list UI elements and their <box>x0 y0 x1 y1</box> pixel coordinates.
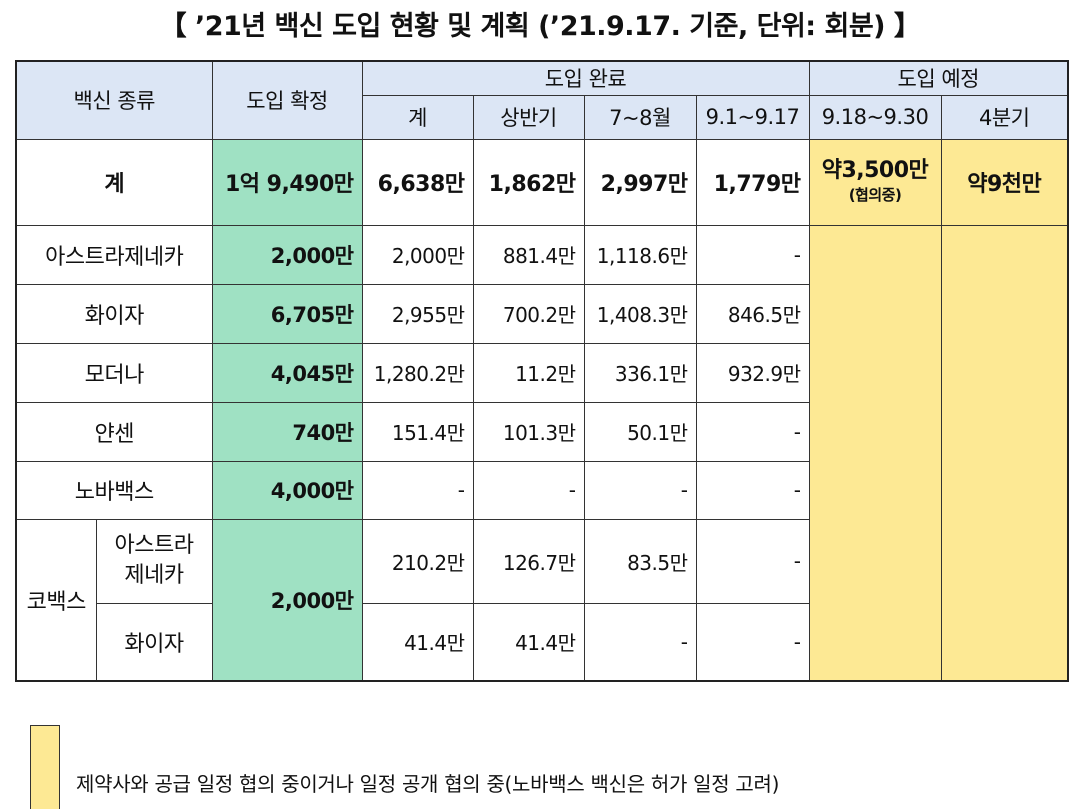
header-sub-total: 계 <box>361 94 474 140</box>
row-jul-aug-janssen: 50.1만 <box>583 401 697 462</box>
header-confirmed: 도입 확정 <box>211 60 363 140</box>
row-h1-pfizer: 700.2만 <box>472 283 585 344</box>
row-label-moderna: 모더나 <box>15 342 213 403</box>
row-total-janssen: 151.4만 <box>361 401 474 462</box>
row-jul-aug-pfizer: 1,408.3만 <box>583 283 697 344</box>
covax-h1-pfizer: 41.4만 <box>472 602 585 682</box>
covax-label: 코백스 <box>15 518 97 682</box>
row-confirmed-az: 2,000만 <box>211 224 363 285</box>
covax-jul-aug-pfizer: - <box>583 602 697 682</box>
row-confirmed-moderna: 4,045만 <box>211 342 363 403</box>
row-total-az: 2,000만 <box>361 224 474 285</box>
row-total-pfizer: 2,955만 <box>361 283 474 344</box>
row-total-novavax: - <box>361 460 474 520</box>
covax-row-label-pfizer: 화이자 <box>95 602 213 682</box>
total-sep18-30-value: 약3,500만 <box>821 158 929 183</box>
header-sub-jul-aug: 7~8월 <box>583 94 697 140</box>
scheduled-sep18-30-block <box>808 224 942 682</box>
legend-text: 제약사와 공급 일정 협의 중이거나 일정 공개 협의 중(노바백스 백신은 허… <box>76 772 780 796</box>
covax-confirmed: 2,000만 <box>211 518 363 682</box>
row-h1-az: 881.4만 <box>472 224 585 285</box>
covax-row-label-az-line1: 아스트라 <box>114 533 194 558</box>
header-vaccine-type: 백신 종류 <box>15 60 213 140</box>
covax-sep1-17-az: - <box>695 518 810 604</box>
total-confirmed: 1억 9,490만 <box>211 138 363 226</box>
covax-row-label-az: 아스트라 제네카 <box>95 518 213 604</box>
row-sep1-17-az: - <box>695 224 810 285</box>
total-sep18-30: 약3,500만 (협의중) <box>808 138 942 226</box>
legend-swatch <box>30 725 60 809</box>
covax-sep1-17-pfizer: - <box>695 602 810 682</box>
covax-total-az: 210.2만 <box>361 518 474 604</box>
row-jul-aug-moderna: 336.1만 <box>583 342 697 403</box>
row-h1-novavax: - <box>472 460 585 520</box>
total-completed: 6,638만 <box>361 138 474 226</box>
row-sep1-17-janssen: - <box>695 401 810 462</box>
covax-total-pfizer: 41.4만 <box>361 602 474 682</box>
header-completed: 도입 완료 <box>361 60 810 96</box>
covax-jul-aug-az: 83.5만 <box>583 518 697 604</box>
vaccine-table: 백신 종류 도입 확정 도입 완료 도입 예정 계 상반기 7~8월 9.1~9… <box>15 60 1069 682</box>
row-sep1-17-moderna: 932.9만 <box>695 342 810 403</box>
row-h1-janssen: 101.3만 <box>472 401 585 462</box>
total-sep1-17: 1,779만 <box>695 138 810 226</box>
row-label-janssen: 얀센 <box>15 401 213 462</box>
row-label-pfizer: 화이자 <box>15 283 213 344</box>
total-q4: 약9천만 <box>940 138 1069 226</box>
covax-h1-az: 126.7만 <box>472 518 585 604</box>
row-sep1-17-pfizer: 846.5만 <box>695 283 810 344</box>
header-scheduled: 도입 예정 <box>808 60 1069 96</box>
header-sub-q4: 4분기 <box>940 94 1069 140</box>
row-confirmed-janssen: 740만 <box>211 401 363 462</box>
row-label-az: 아스트라제네카 <box>15 224 213 285</box>
header-sub-sep1-17: 9.1~9.17 <box>695 94 810 140</box>
page-title: 【 ’21년 백신 도입 현황 및 계획 (’21.9.17. 기준, 단위: … <box>159 11 921 42</box>
row-sep1-17-novavax: - <box>695 460 810 520</box>
scheduled-q4-block <box>940 224 1069 682</box>
row-jul-aug-novavax: - <box>583 460 697 520</box>
row-confirmed-novavax: 4,000만 <box>211 460 363 520</box>
row-total-moderna: 1,280.2만 <box>361 342 474 403</box>
header-sub-h1: 상반기 <box>472 94 585 140</box>
row-label-novavax: 노바백스 <box>15 460 213 520</box>
row-confirmed-pfizer: 6,705만 <box>211 283 363 344</box>
header-sub-sep18-30: 9.18~9.30 <box>808 94 942 140</box>
total-sep18-30-note: (협의중) <box>848 186 902 204</box>
total-h1: 1,862만 <box>472 138 585 226</box>
covax-row-label-az-line2: 제네카 <box>124 563 184 588</box>
total-row-label: 계 <box>15 138 213 226</box>
row-h1-moderna: 11.2만 <box>472 342 585 403</box>
total-jul-aug: 2,997만 <box>583 138 697 226</box>
row-jul-aug-az: 1,118.6만 <box>583 224 697 285</box>
